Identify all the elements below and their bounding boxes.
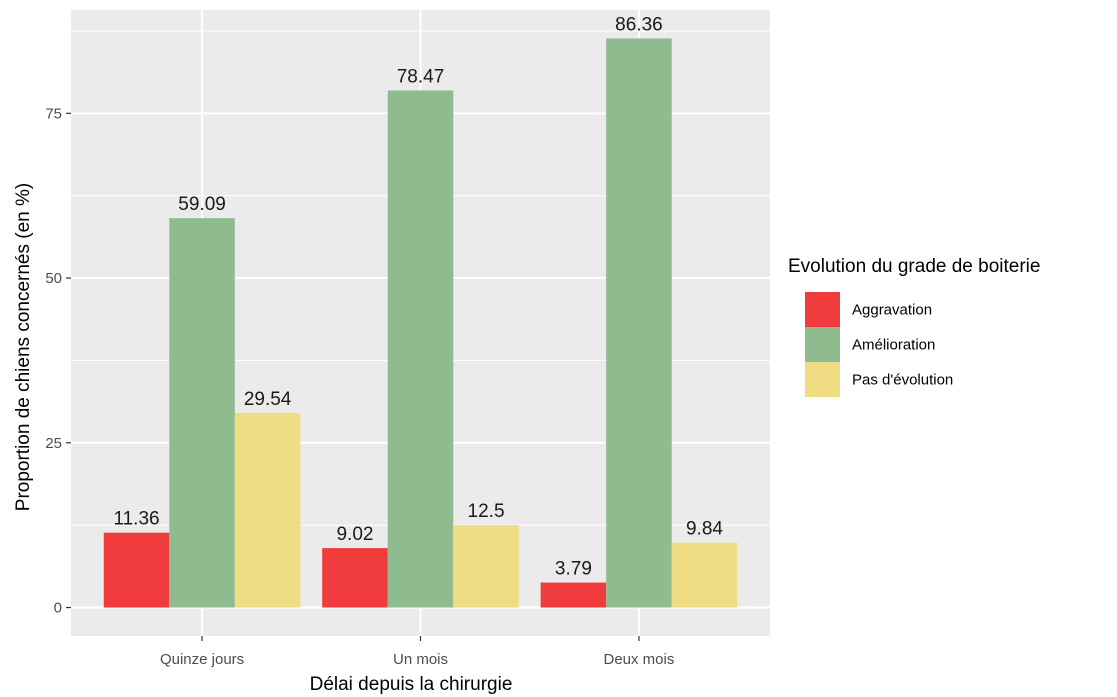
legend-title: Evolution du grade de boiterie <box>788 256 1040 277</box>
x-tick-label: Quinze jours <box>160 651 244 668</box>
data-label: 86.36 <box>615 14 663 35</box>
data-labels-group: 11.36 59.09 29.54 9.02 78.47 12.5 3.79 86.36 9.8… <box>113 14 723 579</box>
legend-label: Aggravation <box>852 302 932 319</box>
data-label: 59.09 <box>178 194 226 215</box>
data-label: 9.84 <box>686 519 723 540</box>
x-axis: Quinze jours Un mois Deux mois <box>160 636 674 668</box>
bar <box>387 90 454 608</box>
bar <box>169 218 235 608</box>
y-tick-label: 50 <box>45 270 62 287</box>
legend-swatch <box>805 292 840 327</box>
data-label: 11.36 <box>113 509 159 530</box>
bar <box>322 548 388 608</box>
bar <box>540 582 607 608</box>
bar <box>606 38 672 608</box>
y-tick-label: 25 <box>45 435 62 452</box>
bar <box>234 412 301 608</box>
data-label: 9.02 <box>336 524 373 545</box>
x-tick-label: Un mois <box>393 651 448 668</box>
x-tick-label: Deux mois <box>604 651 675 668</box>
bar <box>671 542 738 608</box>
x-axis-title: Délai depuis la chirurgie <box>310 674 513 695</box>
legend-label: Pas d'évolution <box>852 372 953 389</box>
y-axis: 0 25 50 75 <box>45 105 71 617</box>
bar <box>103 532 170 608</box>
y-tick-label: 0 <box>54 600 62 617</box>
data-label: 3.79 <box>555 559 592 580</box>
y-tick-label: 75 <box>45 105 62 122</box>
data-label: 78.47 <box>397 66 445 87</box>
bar <box>453 525 519 608</box>
bars-group <box>103 38 738 608</box>
legend-swatch <box>805 327 840 362</box>
data-label: 29.54 <box>244 389 292 410</box>
y-axis-title: Proportion de chiens concernés (en %) <box>13 183 34 511</box>
legend: Evolution du grade de boiterie Aggravati… <box>788 256 1040 397</box>
data-label: 12.5 <box>468 501 505 522</box>
legend-label: Amélioration <box>852 337 935 354</box>
legend-swatch <box>805 362 840 397</box>
